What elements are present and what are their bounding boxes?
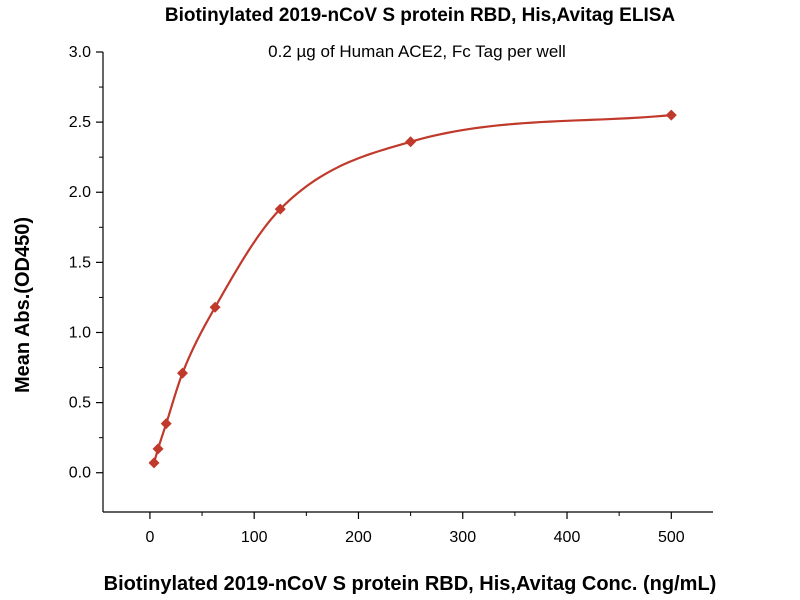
x-tick-label: 400 bbox=[554, 529, 581, 546]
chart-subtitle: 0.2 µg of Human ACE2, Fc Tag per well bbox=[268, 42, 566, 61]
data-point bbox=[405, 136, 417, 148]
x-ticks: 0 100 200 300 400 500 bbox=[145, 512, 685, 546]
data-points bbox=[148, 109, 677, 469]
x-tick-label: 0 bbox=[145, 529, 154, 546]
data-point bbox=[177, 367, 189, 379]
x-axis-title: Biotinylated 2019-nCoV S protein RBD, Hi… bbox=[104, 573, 717, 595]
y-tick-label: 3.0 bbox=[69, 44, 91, 61]
y-tick-label: 2.0 bbox=[69, 184, 91, 201]
x-tick-label: 500 bbox=[658, 529, 685, 546]
y-axis-title: Mean Abs.(OD450) bbox=[12, 217, 34, 393]
fit-curve bbox=[152, 114, 672, 464]
data-point bbox=[274, 203, 286, 215]
data-point bbox=[665, 109, 677, 121]
y-tick-label: 1.0 bbox=[69, 324, 91, 341]
chart-title: Biotinylated 2019-nCoV S protein RBD, Hi… bbox=[165, 5, 676, 26]
y-tick-label: 0.5 bbox=[69, 395, 91, 412]
y-tick-label: 1.5 bbox=[69, 254, 91, 271]
x-tick-label: 200 bbox=[345, 529, 372, 546]
axes bbox=[102, 52, 713, 513]
data-point bbox=[152, 443, 164, 455]
data-point bbox=[148, 457, 160, 469]
y-tick-label: 2.5 bbox=[69, 114, 91, 131]
y-ticks: 0.0 0.5 1.0 1.5 2.0 2.5 3.0 bbox=[69, 44, 103, 482]
data-point bbox=[160, 418, 172, 430]
y-tick-label: 0.0 bbox=[69, 465, 91, 482]
x-tick-label: 300 bbox=[449, 529, 476, 546]
data-point bbox=[209, 301, 221, 313]
x-tick-label: 100 bbox=[241, 529, 268, 546]
